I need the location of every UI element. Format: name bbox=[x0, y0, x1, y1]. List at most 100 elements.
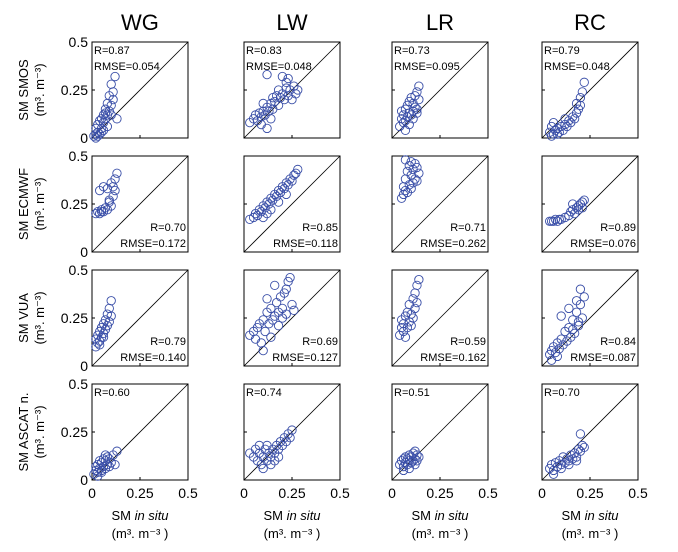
x-tick-label: 0.5 bbox=[330, 485, 350, 501]
x-tick-label: 0.5 bbox=[478, 485, 498, 501]
data-point bbox=[404, 463, 414, 474]
stat-label: R=0.85 bbox=[302, 222, 338, 234]
panel-wg-row0: 0 0.25 0.5 SM SMOS (m³. m⁻³) R=0.87 RMSE=0.054 bbox=[16, 34, 189, 146]
data-point bbox=[266, 114, 276, 124]
data-point bbox=[100, 108, 111, 118]
data-point bbox=[546, 131, 557, 141]
x-axis-units: (m³. m⁻³ ) bbox=[562, 526, 619, 541]
data-point bbox=[96, 123, 107, 134]
y-tick-label: 0 bbox=[80, 244, 88, 260]
stat-label: R=0.51 bbox=[394, 387, 430, 399]
stat-label: R=0.69 bbox=[302, 336, 338, 348]
one-to-one-line bbox=[91, 269, 189, 367]
data-point bbox=[258, 345, 268, 356]
data-point bbox=[262, 208, 272, 219]
x-axis-title: SM in situ bbox=[263, 508, 320, 523]
stat-label: RMSE=0.172 bbox=[120, 238, 186, 250]
one-to-one-line bbox=[243, 155, 341, 253]
x-tick-label: 0 bbox=[240, 485, 248, 501]
stat-label: RMSE=0.127 bbox=[272, 352, 338, 364]
stat-label: R=0.89 bbox=[600, 222, 636, 234]
data-point bbox=[564, 459, 574, 470]
data-point bbox=[273, 321, 284, 331]
data-point bbox=[277, 71, 288, 82]
y-tick-label: 0.5 bbox=[69, 148, 89, 164]
data-point bbox=[91, 129, 101, 139]
stat-label: RMSE=0.140 bbox=[120, 352, 186, 364]
data-point bbox=[550, 214, 561, 225]
panel-lw-row1: R=0.85 RMSE=0.118 bbox=[243, 155, 341, 253]
y-axis-label: SM VUA (m³. m⁻³) bbox=[16, 291, 47, 344]
data-point bbox=[414, 168, 424, 178]
y-tick-label: 0.5 bbox=[69, 262, 89, 278]
y-axis-label: SM SMOS (m³. m⁻³) bbox=[16, 59, 47, 121]
x-axis-title: SM in situ bbox=[411, 508, 468, 523]
data-point bbox=[270, 456, 280, 466]
x-axis-title-italic: in situ bbox=[135, 508, 169, 523]
panel-lr-row1: R=0.71 RMSE=0.262 bbox=[391, 155, 489, 253]
data-point bbox=[571, 296, 582, 306]
x-tick-label: 0.25 bbox=[126, 485, 153, 501]
panel-lw-row2: R=0.69 RMSE=0.127 bbox=[243, 269, 341, 367]
x-axis-title-prefix: SM bbox=[561, 508, 584, 523]
y-tick-label: 0.25 bbox=[61, 82, 88, 98]
data-point bbox=[410, 102, 420, 112]
data-point bbox=[577, 203, 587, 213]
data-point bbox=[106, 201, 116, 211]
data-point bbox=[556, 334, 566, 344]
x-axis-title-italic: in situ bbox=[585, 508, 619, 523]
y-axis-units: (m³. m⁻³) bbox=[32, 291, 47, 344]
panel-wg-row2: 0 0.25 0.5 SM VUA (m³. m⁻³) R=0.79 RMSE=0.140 bbox=[16, 262, 189, 374]
y-axis-label: SM ECMWF (m³. m⁻³) bbox=[16, 168, 47, 240]
data-point bbox=[112, 168, 122, 178]
panel-lr-row0: R=0.73 RMSE=0.095 bbox=[391, 41, 489, 139]
data-point bbox=[293, 164, 303, 175]
x-tick-label: 0 bbox=[388, 485, 396, 501]
data-point bbox=[262, 294, 272, 304]
data-point bbox=[556, 463, 566, 474]
column-title-lr: LR bbox=[426, 10, 454, 35]
x-tick-label: 0.5 bbox=[178, 485, 198, 501]
data-point bbox=[266, 332, 276, 342]
one-to-one-line bbox=[541, 155, 639, 253]
data-point bbox=[283, 73, 293, 84]
data-point bbox=[568, 324, 578, 335]
x-tick-label: 0.25 bbox=[278, 485, 305, 501]
data-point bbox=[412, 108, 422, 118]
data-point bbox=[96, 207, 107, 217]
stat-label: R=0.70 bbox=[150, 222, 186, 234]
data-point bbox=[408, 313, 418, 323]
x-axis-title-prefix: SM bbox=[111, 508, 134, 523]
data-point bbox=[579, 292, 589, 302]
panel-lw-row0: R=0.83 RMSE=0.048 bbox=[243, 41, 341, 139]
stat-label: R=0.79 bbox=[150, 336, 186, 348]
data-point bbox=[571, 456, 582, 466]
data-point bbox=[289, 305, 299, 315]
data-point bbox=[266, 303, 276, 314]
data-point bbox=[106, 296, 116, 306]
y-axis-title: SM ECMWF bbox=[16, 168, 31, 240]
column-title-wg: WG bbox=[121, 10, 159, 35]
stat-label: R=0.59 bbox=[450, 336, 486, 348]
data-point bbox=[577, 197, 587, 207]
data-point bbox=[412, 297, 422, 308]
data-point bbox=[410, 446, 420, 456]
one-to-one-line bbox=[541, 383, 639, 481]
stat-label: R=0.73 bbox=[394, 45, 430, 57]
data-point bbox=[110, 459, 120, 470]
y-tick-label: 0.25 bbox=[61, 310, 88, 326]
stat-label: R=0.83 bbox=[246, 45, 282, 57]
data-point bbox=[577, 440, 587, 451]
stat-label: RMSE=0.118 bbox=[273, 238, 338, 250]
data-point bbox=[108, 94, 118, 105]
stat-label: RMSE=0.076 bbox=[570, 238, 636, 250]
x-axis-title-prefix: SM bbox=[411, 508, 434, 523]
data-point bbox=[277, 313, 288, 323]
panel-rc-row3: 0 0.25 0.5 SM in situ (m³. m⁻³ ) R=0.70 bbox=[538, 383, 648, 541]
data-point bbox=[571, 307, 582, 317]
data-point bbox=[273, 197, 284, 207]
data-point bbox=[575, 429, 586, 439]
data-point bbox=[270, 280, 280, 291]
data-point bbox=[256, 119, 266, 130]
